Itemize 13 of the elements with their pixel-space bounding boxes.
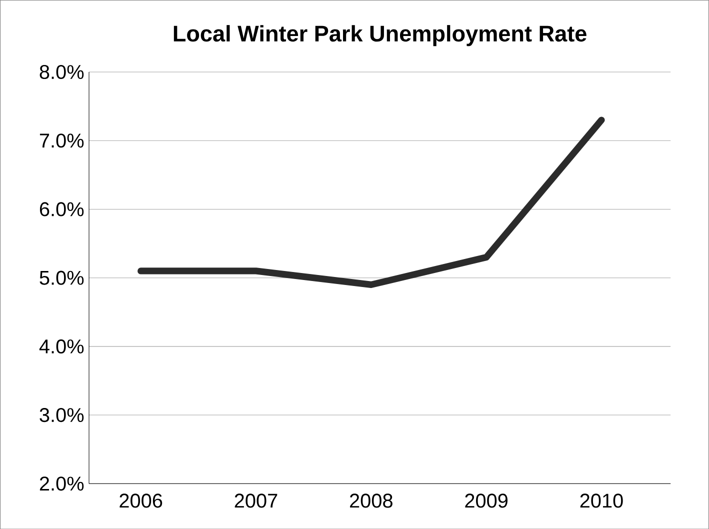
y-tick-label: 5.0% xyxy=(40,270,84,285)
y-tick-label: 8.0% xyxy=(40,64,84,79)
x-tick-label: 2006 xyxy=(120,494,162,508)
y-tick-label: 4.0% xyxy=(39,339,84,354)
x-tick-label: 2009 xyxy=(465,494,508,508)
chart-title: Local Winter Park Unemployment Rate xyxy=(174,24,586,46)
x-tick-label: 2007 xyxy=(234,494,278,508)
y-tick-label: 2.0% xyxy=(40,476,84,491)
y-tick-label: 7.0% xyxy=(40,133,84,148)
x-tick-label: 2008 xyxy=(350,494,392,508)
y-tick-label: 3.0% xyxy=(40,408,84,422)
y-tick-label: 6.0% xyxy=(40,202,84,216)
x-tick-label: 2010 xyxy=(580,494,623,508)
